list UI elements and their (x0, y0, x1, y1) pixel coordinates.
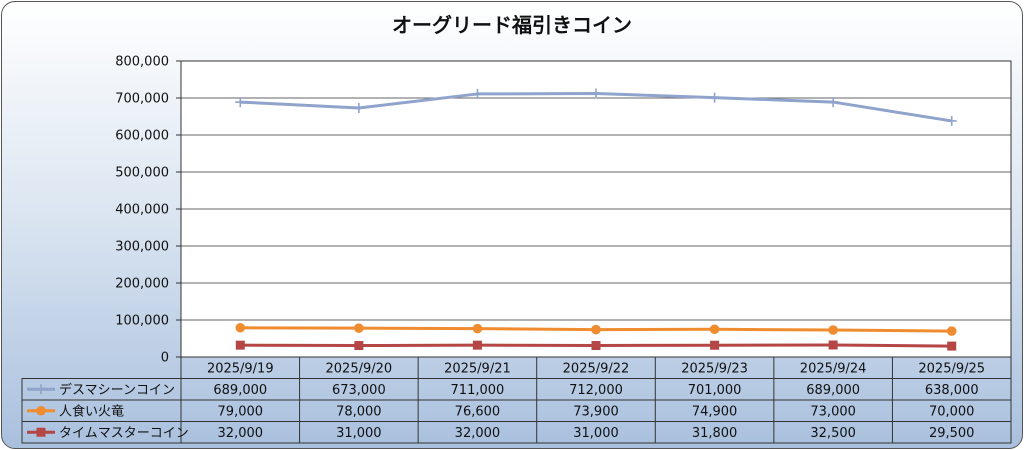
series-2-legend-marker (36, 405, 46, 416)
series-1-legend-marker (36, 384, 46, 395)
series-2-value-label: 73,900 (573, 404, 619, 419)
y-tick-label: 100,000 (115, 314, 169, 329)
series-1-value-label: 711,000 (451, 383, 505, 398)
series-1-legend-name: デスマシーンコイン (59, 382, 175, 398)
series-1-value-label: 701,000 (688, 383, 742, 398)
series-3-value-label: 31,000 (573, 426, 619, 441)
series-1-point (591, 88, 601, 99)
series-3-point (947, 341, 957, 351)
series-2-point (472, 323, 483, 334)
series-1-point (828, 97, 839, 108)
series-1-point (235, 97, 246, 108)
y-tick-label: 500,000 (115, 166, 169, 181)
y-tick-label: 800,000 (115, 55, 169, 70)
series-3-legend-name: タイムマスターコイン (59, 426, 189, 441)
x-category-label: 2025/9/25 (918, 362, 985, 377)
y-tick-label: 300,000 (115, 240, 169, 255)
series-3-value-label: 32,000 (218, 426, 264, 441)
series-3-value-label: 31,000 (336, 426, 382, 441)
x-category-label: 2025/9/20 (326, 362, 393, 377)
series-2-point (709, 324, 720, 335)
series-2-point (235, 322, 246, 333)
series-3-point (354, 341, 364, 351)
series-3-point (828, 340, 838, 350)
series-3-point (591, 341, 601, 351)
series-3-value-label: 31,800 (692, 426, 738, 441)
y-tick-label: 400,000 (115, 203, 169, 218)
series-1-value-label: 638,000 (925, 383, 979, 398)
series-1-value-label: 689,000 (213, 383, 267, 398)
series-2-point (828, 325, 838, 335)
series-1-point (353, 102, 364, 113)
series-1-value-label: 673,000 (332, 383, 386, 398)
x-category-label: 2025/9/21 (444, 362, 511, 377)
series-2-value-label: 70,000 (929, 404, 975, 419)
series-3-point (235, 340, 245, 350)
series-3-legend-marker (36, 427, 46, 437)
series-1-value-label: 712,000 (569, 383, 623, 398)
series-1-point (472, 88, 483, 99)
series-3-value-label: 29,500 (929, 426, 975, 441)
series-2-value-label: 76,600 (455, 404, 501, 419)
series-2-value-label: 78,000 (336, 404, 382, 419)
series-3-point (472, 340, 482, 350)
series-2-value-label: 79,000 (218, 404, 264, 419)
series-1-point (709, 92, 720, 103)
x-category-label: 2025/9/24 (800, 362, 867, 377)
x-category-label: 2025/9/22 (563, 362, 630, 377)
series-2-point (946, 326, 957, 336)
series-2-legend-name: 人食い火竜 (59, 403, 124, 419)
series-1-point (946, 115, 957, 126)
series-2-value-label: 74,900 (692, 404, 738, 419)
series-2-value-label: 73,000 (810, 404, 856, 419)
y-tick-label: 0 (161, 351, 169, 366)
series-3-value-label: 32,500 (810, 426, 856, 441)
y-tick-label: 600,000 (115, 129, 169, 144)
series-3-value-label: 32,000 (455, 426, 501, 441)
series-2-point (591, 324, 601, 335)
x-category-label: 2025/9/19 (207, 362, 274, 377)
series-2-point (354, 323, 364, 333)
y-tick-label: 200,000 (115, 277, 169, 292)
series-1-value-label: 689,000 (806, 383, 860, 398)
x-category-label: 2025/9/23 (681, 362, 748, 377)
y-tick-label: 700,000 (115, 92, 169, 107)
series-3-point (710, 340, 720, 350)
chart-title: オーグリード福引きコイン (392, 13, 632, 37)
